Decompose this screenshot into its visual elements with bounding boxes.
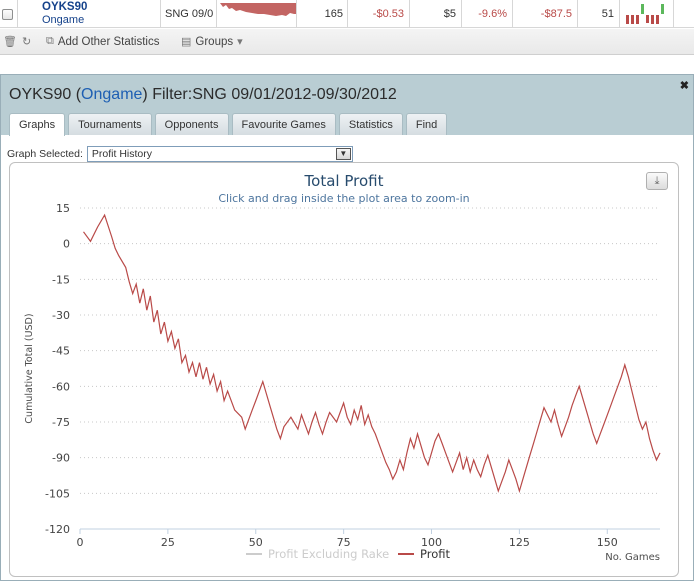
chevron-down-icon[interactable]: ▼ [335, 148, 351, 160]
groups-label: Groups [195, 35, 234, 48]
chevron-down-icon: ▾ [237, 36, 243, 48]
total-cell: -$87.5 [513, 0, 578, 28]
y-tick-label: -45 [52, 345, 70, 358]
game-type-cell: SNG 09/0 [161, 0, 217, 28]
x-axis: 0 25 50 75 100 125 150 [77, 528, 660, 549]
checkbox-cell [0, 0, 18, 28]
chart-title: Total Profit [304, 172, 384, 190]
y-tick-label: 0 [63, 238, 70, 251]
tab-graphs[interactable]: Graphs [9, 113, 66, 136]
chart-grid [80, 207, 660, 494]
legend-item-excl-rake: Profit Excluding Rake [268, 547, 389, 561]
x-tick-label: 25 [161, 536, 175, 549]
delete-button[interactable]: 🗑 [3, 35, 17, 48]
tab-find[interactable]: Find [405, 113, 448, 135]
trash-icon: 🗑 [3, 36, 17, 48]
panel-title: OYKS90 (Ongame) Filter:SNG 09/01/2012-09… [9, 86, 397, 103]
y-tick-label: -30 [52, 309, 70, 322]
profit-series-line [83, 213, 661, 494]
graph-select-value: Profit History [91, 148, 152, 160]
count-cell: 51 [578, 0, 620, 28]
x-tick-label: 100 [421, 536, 442, 549]
add-stats-label: Add Other Statistics [57, 35, 160, 48]
refresh-button[interactable]: ↻ [22, 35, 31, 48]
download-icon: ⤓ [654, 175, 660, 187]
game-type: SNG 09/0 [165, 8, 214, 20]
y-tick-label: 15 [56, 202, 70, 215]
tab-favourite-games[interactable]: Favourite Games [231, 113, 336, 135]
chart-subtitle: Click and drag inside the plot area to z… [218, 192, 469, 205]
tab-bar: Graphs Tournaments Opponents Favourite G… [9, 113, 448, 136]
y-tick-label: -90 [52, 452, 70, 465]
spacer [0, 56, 694, 74]
profit-value: -$0.53 [372, 8, 404, 20]
spacer-cell [674, 0, 694, 28]
panel-title-filter: Filter:SNG 09/01/2012-09/30/2012 [152, 86, 397, 103]
stats-row: OYKS90 Ongame SNG 09/0 165 -$0.53 $5 -9.… [0, 0, 694, 28]
x-tick-label: 0 [77, 536, 84, 549]
bars-cell [620, 0, 674, 28]
result-bars [626, 4, 664, 24]
y-tick-label: -105 [45, 487, 70, 500]
legend-item-profit: Profit [420, 547, 450, 561]
buyin-value: $5 [443, 8, 456, 20]
panel-header: OYKS90 (Ongame) Filter:SNG 09/01/2012-09… [1, 75, 693, 136]
y-tick-label: -120 [45, 523, 70, 536]
profit-cell: -$0.53 [348, 0, 410, 28]
chart-container: ⤓ Total Profit Click and drag inside the… [9, 162, 679, 577]
graph-selected-label: Graph Selected: [7, 148, 83, 160]
tab-statistics[interactable]: Statistics [338, 113, 403, 135]
player-cell: OYKS90 Ongame [18, 0, 161, 28]
graph-select-row: Graph Selected: Profit History ▼ [7, 146, 353, 162]
row-checkbox[interactable] [2, 9, 13, 20]
player-panel: OYKS90 (Ongame) Filter:SNG 09/01/2012-09… [0, 74, 694, 581]
profit-sparkline [220, 3, 296, 16]
games-cell: 165 [297, 0, 348, 28]
panel-title-player: OYKS90 [9, 86, 72, 103]
sparkline-cell [217, 0, 297, 28]
count-value: 51 [601, 8, 614, 20]
roi-cell: -9.6% [462, 0, 513, 28]
series-group [83, 213, 661, 494]
total-value: -$87.5 [540, 8, 572, 20]
buyin-cell: $5 [410, 0, 462, 28]
stats-toolbar: 🗑 ↻ ⧉ Add Other Statistics ▤ Groups ▾ [0, 29, 694, 55]
add-columns-icon: ⧉ [46, 35, 54, 47]
x-tick-label: 50 [249, 536, 263, 549]
y-axis-label: Cumulative Total (USD) [24, 313, 35, 423]
chart-legend: Profit Excluding Rake Profit [246, 547, 450, 561]
tab-opponents[interactable]: Opponents [154, 113, 229, 135]
graph-select[interactable]: Profit History ▼ [86, 146, 353, 162]
panel-title-site-link[interactable]: Ongame [81, 86, 143, 103]
export-button[interactable]: ⤓ [646, 172, 668, 190]
roi-value: -9.6% [478, 8, 507, 20]
y-tick-label: -75 [52, 416, 70, 429]
x-tick-label: 75 [337, 536, 351, 549]
games-count: 165 [324, 8, 343, 20]
player-name-link[interactable]: OYKS90 [42, 1, 88, 13]
y-axis: 15 0 -15 -30 -45 -60 -75 -90 -105 -120 [45, 202, 70, 536]
add-stats-button[interactable]: ⧉ Add Other Statistics [46, 35, 159, 48]
x-tick-label: 150 [597, 536, 618, 549]
y-tick-label: -15 [52, 273, 70, 286]
tab-tournaments[interactable]: Tournaments [68, 113, 152, 135]
y-tick-label: -60 [52, 380, 70, 393]
close-icon[interactable]: ✖ [679, 80, 689, 92]
player-site-link[interactable]: Ongame [42, 14, 85, 26]
x-axis-label: No. Games [605, 552, 660, 563]
x-tick-label: 125 [509, 536, 530, 549]
groups-button[interactable]: ▤ Groups ▾ [181, 35, 243, 49]
refresh-icon: ↻ [22, 36, 32, 48]
groups-icon: ▤ [181, 36, 192, 48]
profit-chart[interactable]: Total Profit Click and drag inside the p… [10, 163, 678, 576]
